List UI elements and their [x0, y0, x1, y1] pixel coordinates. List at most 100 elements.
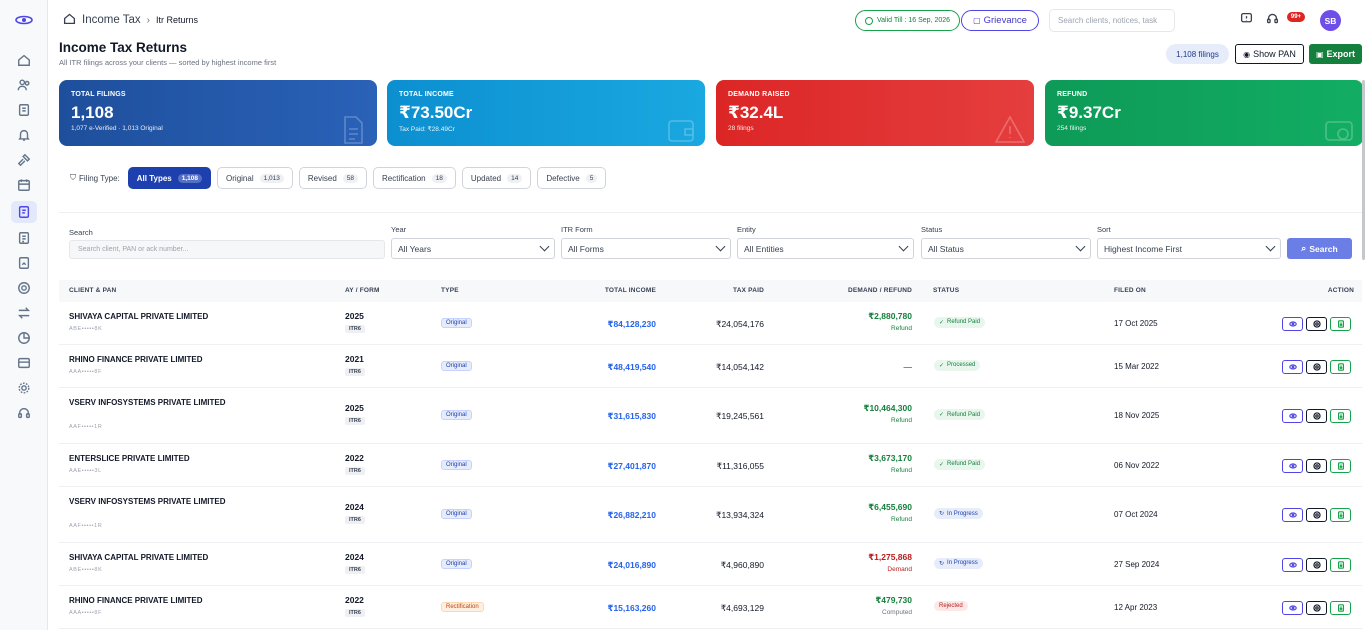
eye-icon: [1288, 462, 1297, 469]
download-button[interactable]: [1330, 557, 1351, 572]
notification-badge[interactable]: 99+: [1287, 12, 1305, 22]
home-icon[interactable]: [63, 12, 76, 28]
demand-refund-label: Computed: [882, 608, 912, 616]
chip-rectification[interactable]: Rectification 18: [373, 167, 456, 189]
reports-icon[interactable]: [15, 254, 33, 272]
download-button[interactable]: [1330, 600, 1351, 615]
headset-icon[interactable]: [1266, 12, 1280, 26]
pie-chart-icon[interactable]: [15, 329, 33, 347]
view-button[interactable]: [1282, 600, 1303, 615]
client-pan: AAF•••••1R: [69, 523, 103, 529]
show-pan-button[interactable]: ◉ Show PAN: [1235, 44, 1304, 64]
th-tax-paid[interactable]: TAX PAID: [733, 287, 764, 294]
subscription-badge[interactable]: Valid Till : 16 Sep, 2026: [855, 10, 961, 31]
chip-original[interactable]: Original 1,013: [217, 167, 293, 189]
client-name[interactable]: SHIVAYA CAPITAL PRIVATE LIMITED: [69, 312, 209, 321]
year-select[interactable]: All Years: [391, 238, 555, 259]
documents-icon[interactable]: [15, 101, 33, 119]
view-button[interactable]: [1282, 508, 1303, 522]
acknowledgement-button[interactable]: [1306, 508, 1327, 522]
total-income: ₹31,615,830: [607, 411, 656, 421]
acknowledgement-button[interactable]: [1306, 600, 1327, 615]
client-name[interactable]: VSERV INFOSYSTEMS PRIVATE LIMITED: [69, 398, 226, 407]
th-status[interactable]: STATUS: [933, 287, 960, 294]
table-row[interactable]: VSERV INFOSYSTEMS PRIVATE LIMITED AAF••••…: [59, 487, 1362, 543]
view-button[interactable]: [1282, 316, 1303, 331]
gavel-icon[interactable]: [15, 151, 33, 169]
acknowledgement-button[interactable]: [1306, 458, 1327, 473]
acknowledgement-button[interactable]: [1306, 409, 1327, 423]
chevron-down-icon: [1075, 241, 1086, 252]
eye-icon: [1288, 512, 1297, 518]
acknowledgement-button[interactable]: [1306, 557, 1327, 572]
th-client[interactable]: CLIENT & PAN: [69, 287, 117, 294]
entity-select[interactable]: All Entities: [737, 238, 914, 259]
card-subtext: 28 filings: [728, 125, 754, 132]
th-total-income[interactable]: TOTAL INCOME: [604, 287, 656, 294]
table-row[interactable]: VSERV INFOSYSTEMS PRIVATE LIMITED AAF••••…: [59, 388, 1362, 444]
app-logo-icon[interactable]: [14, 12, 34, 28]
client-name[interactable]: RHINO FINANCE PRIVATE LIMITED: [69, 596, 203, 605]
th-ay-form[interactable]: AY / FORM: [345, 287, 380, 294]
view-button[interactable]: [1282, 409, 1303, 423]
target-icon[interactable]: [15, 279, 33, 297]
breadcrumb-section[interactable]: Income Tax: [82, 14, 141, 26]
billing-icon[interactable]: [15, 354, 33, 372]
view-button[interactable]: [1282, 557, 1303, 572]
sort-select[interactable]: Highest Income First: [1097, 238, 1281, 259]
client-name[interactable]: VSERV INFOSYSTEMS PRIVATE LIMITED: [69, 497, 226, 506]
income-tax-icon[interactable]: [11, 201, 37, 223]
filing-type-badge: Rectification: [441, 601, 484, 612]
search-input[interactable]: Search client, PAN or ack number...: [69, 240, 385, 259]
home-icon[interactable]: [15, 51, 33, 69]
transfer-icon[interactable]: [15, 304, 33, 322]
clients-icon[interactable]: [15, 76, 33, 94]
chip-all-types[interactable]: All Types 1,108: [127, 167, 212, 189]
table-row[interactable]: SHIVAYA CAPITAL PRIVATE LIMITED ABE•••••8…: [59, 543, 1362, 586]
chip-defective[interactable]: Defective 5: [537, 167, 607, 189]
table-row[interactable]: RHINO FINANCE PRIVATE LIMITED AAA•••••8F 2…: [59, 586, 1362, 629]
total-income: ₹26,882,210: [607, 510, 656, 520]
th-type[interactable]: TYPE: [441, 287, 459, 294]
acknowledgement-button[interactable]: [1306, 316, 1327, 331]
export-button[interactable]: ▣ Export: [1309, 44, 1362, 64]
grievance-button[interactable]: ▢ Grievance: [961, 10, 1039, 31]
bell-icon[interactable]: [15, 126, 33, 144]
scrollbar[interactable]: [1362, 80, 1365, 260]
th-demand-refund[interactable]: DEMAND / REFUND: [847, 287, 912, 294]
status-text: Refund Paid: [947, 319, 981, 325]
download-button[interactable]: [1330, 316, 1351, 331]
download-button[interactable]: [1330, 359, 1351, 374]
table-row[interactable]: ENTERSLICE PRIVATE LIMITED AAE•••••3L 2022…: [59, 444, 1362, 487]
client-name[interactable]: SHIVAYA CAPITAL PRIVATE LIMITED: [69, 553, 209, 562]
chip-updated[interactable]: Updated 14: [461, 167, 532, 189]
row-actions: [1282, 359, 1351, 374]
client-name[interactable]: RHINO FINANCE PRIVATE LIMITED: [69, 355, 203, 364]
global-search-input[interactable]: Search clients, notices, task: [1049, 9, 1175, 32]
view-button[interactable]: [1282, 359, 1303, 374]
alert-icon[interactable]: [1240, 12, 1254, 26]
badge-icon: [1312, 412, 1321, 420]
client-name[interactable]: ENTERSLICE PRIVATE LIMITED: [69, 454, 190, 463]
chip-revised[interactable]: Revised 58: [298, 167, 368, 189]
gst-icon[interactable]: [15, 229, 33, 247]
table-row[interactable]: RHINO FINANCE PRIVATE LIMITED AAA•••••8F 2…: [59, 345, 1362, 388]
download-button[interactable]: [1330, 508, 1351, 522]
assessment-year: 2025: [345, 403, 364, 413]
download-button[interactable]: [1330, 458, 1351, 473]
th-filed-on[interactable]: FILED ON: [1114, 287, 1146, 294]
table-row[interactable]: SHIVAYA CAPITAL PRIVATE LIMITED ABE•••••8…: [59, 302, 1362, 345]
search-button[interactable]: ⌕ Search: [1287, 238, 1352, 259]
status-select[interactable]: All Status: [921, 238, 1091, 259]
demand-refund-amount: ₹2,880,780: [868, 310, 912, 321]
itr-form-select[interactable]: All Forms: [561, 238, 731, 259]
avatar[interactable]: SB: [1320, 10, 1341, 31]
grievance-label: Grievance: [983, 15, 1027, 26]
calendar-icon[interactable]: [15, 176, 33, 194]
support-icon[interactable]: [15, 404, 33, 422]
settings-icon[interactable]: [15, 379, 33, 397]
status-label: Status: [921, 225, 943, 234]
download-button[interactable]: [1330, 409, 1351, 423]
view-button[interactable]: [1282, 458, 1303, 473]
acknowledgement-button[interactable]: [1306, 359, 1327, 374]
